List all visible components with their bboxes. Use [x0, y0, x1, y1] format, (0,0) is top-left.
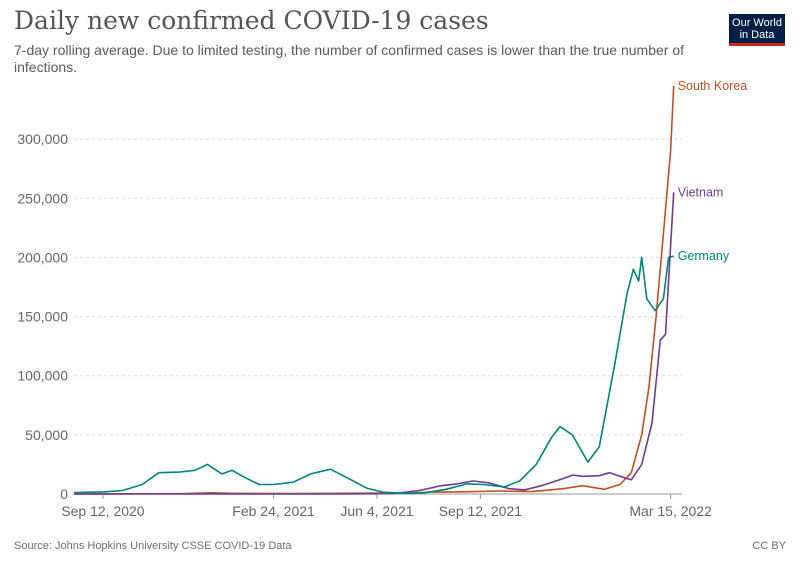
series-label-south-korea: South Korea: [678, 79, 748, 93]
x-tick-label: Mar 15, 2022: [629, 503, 712, 519]
series-label-vietnam: Vietnam: [678, 185, 724, 199]
y-tick-label: 0: [60, 486, 68, 502]
y-tick-label: 250,000: [17, 190, 68, 206]
logo-line-1: Our World: [732, 17, 782, 29]
series-lines: [73, 85, 675, 495]
x-tick-label: Sep 12, 2020: [61, 503, 145, 519]
y-tick-label: 50,000: [25, 427, 68, 443]
y-tick-label: 300,000: [17, 131, 68, 147]
logo-line-2: in Data: [739, 29, 775, 41]
series-line-south-korea: [74, 85, 675, 495]
grid-lines: [74, 138, 682, 436]
y-tick-label: 150,000: [17, 309, 68, 325]
y-tick-label: 100,000: [17, 368, 68, 384]
owid-logo[interactable]: Our World in Data: [729, 14, 785, 46]
chart-title: Daily new confirmed COVID-19 cases: [14, 6, 489, 35]
x-axis: Sep 12, 2020 Feb 24, 2021 Jun 4, 2021 Sep 1…: [61, 493, 712, 519]
series-label-germany: Germany: [678, 249, 730, 263]
chart-subtitle: 7-day rolling average. Due to limited te…: [14, 42, 685, 75]
y-tick-label: 200,000: [17, 249, 68, 265]
license-link[interactable]: CC BY: [752, 540, 786, 552]
x-tick-label: Feb 24, 2021: [232, 503, 315, 519]
x-tick-label: Jun 4, 2021: [340, 503, 413, 519]
series-line-vietnam: [73, 192, 675, 495]
x-tick-label: Sep 12, 2021: [439, 503, 523, 519]
y-axis: 0 50,000 100,000 150,000 200,000 250,000 300,0…: [17, 131, 68, 502]
series-labels: South Korea Vietnam Germany: [678, 79, 748, 263]
source-note[interactable]: Source: Johns Hopkins University CSSE CO…: [14, 540, 292, 552]
series-line-germany: [73, 255, 674, 495]
